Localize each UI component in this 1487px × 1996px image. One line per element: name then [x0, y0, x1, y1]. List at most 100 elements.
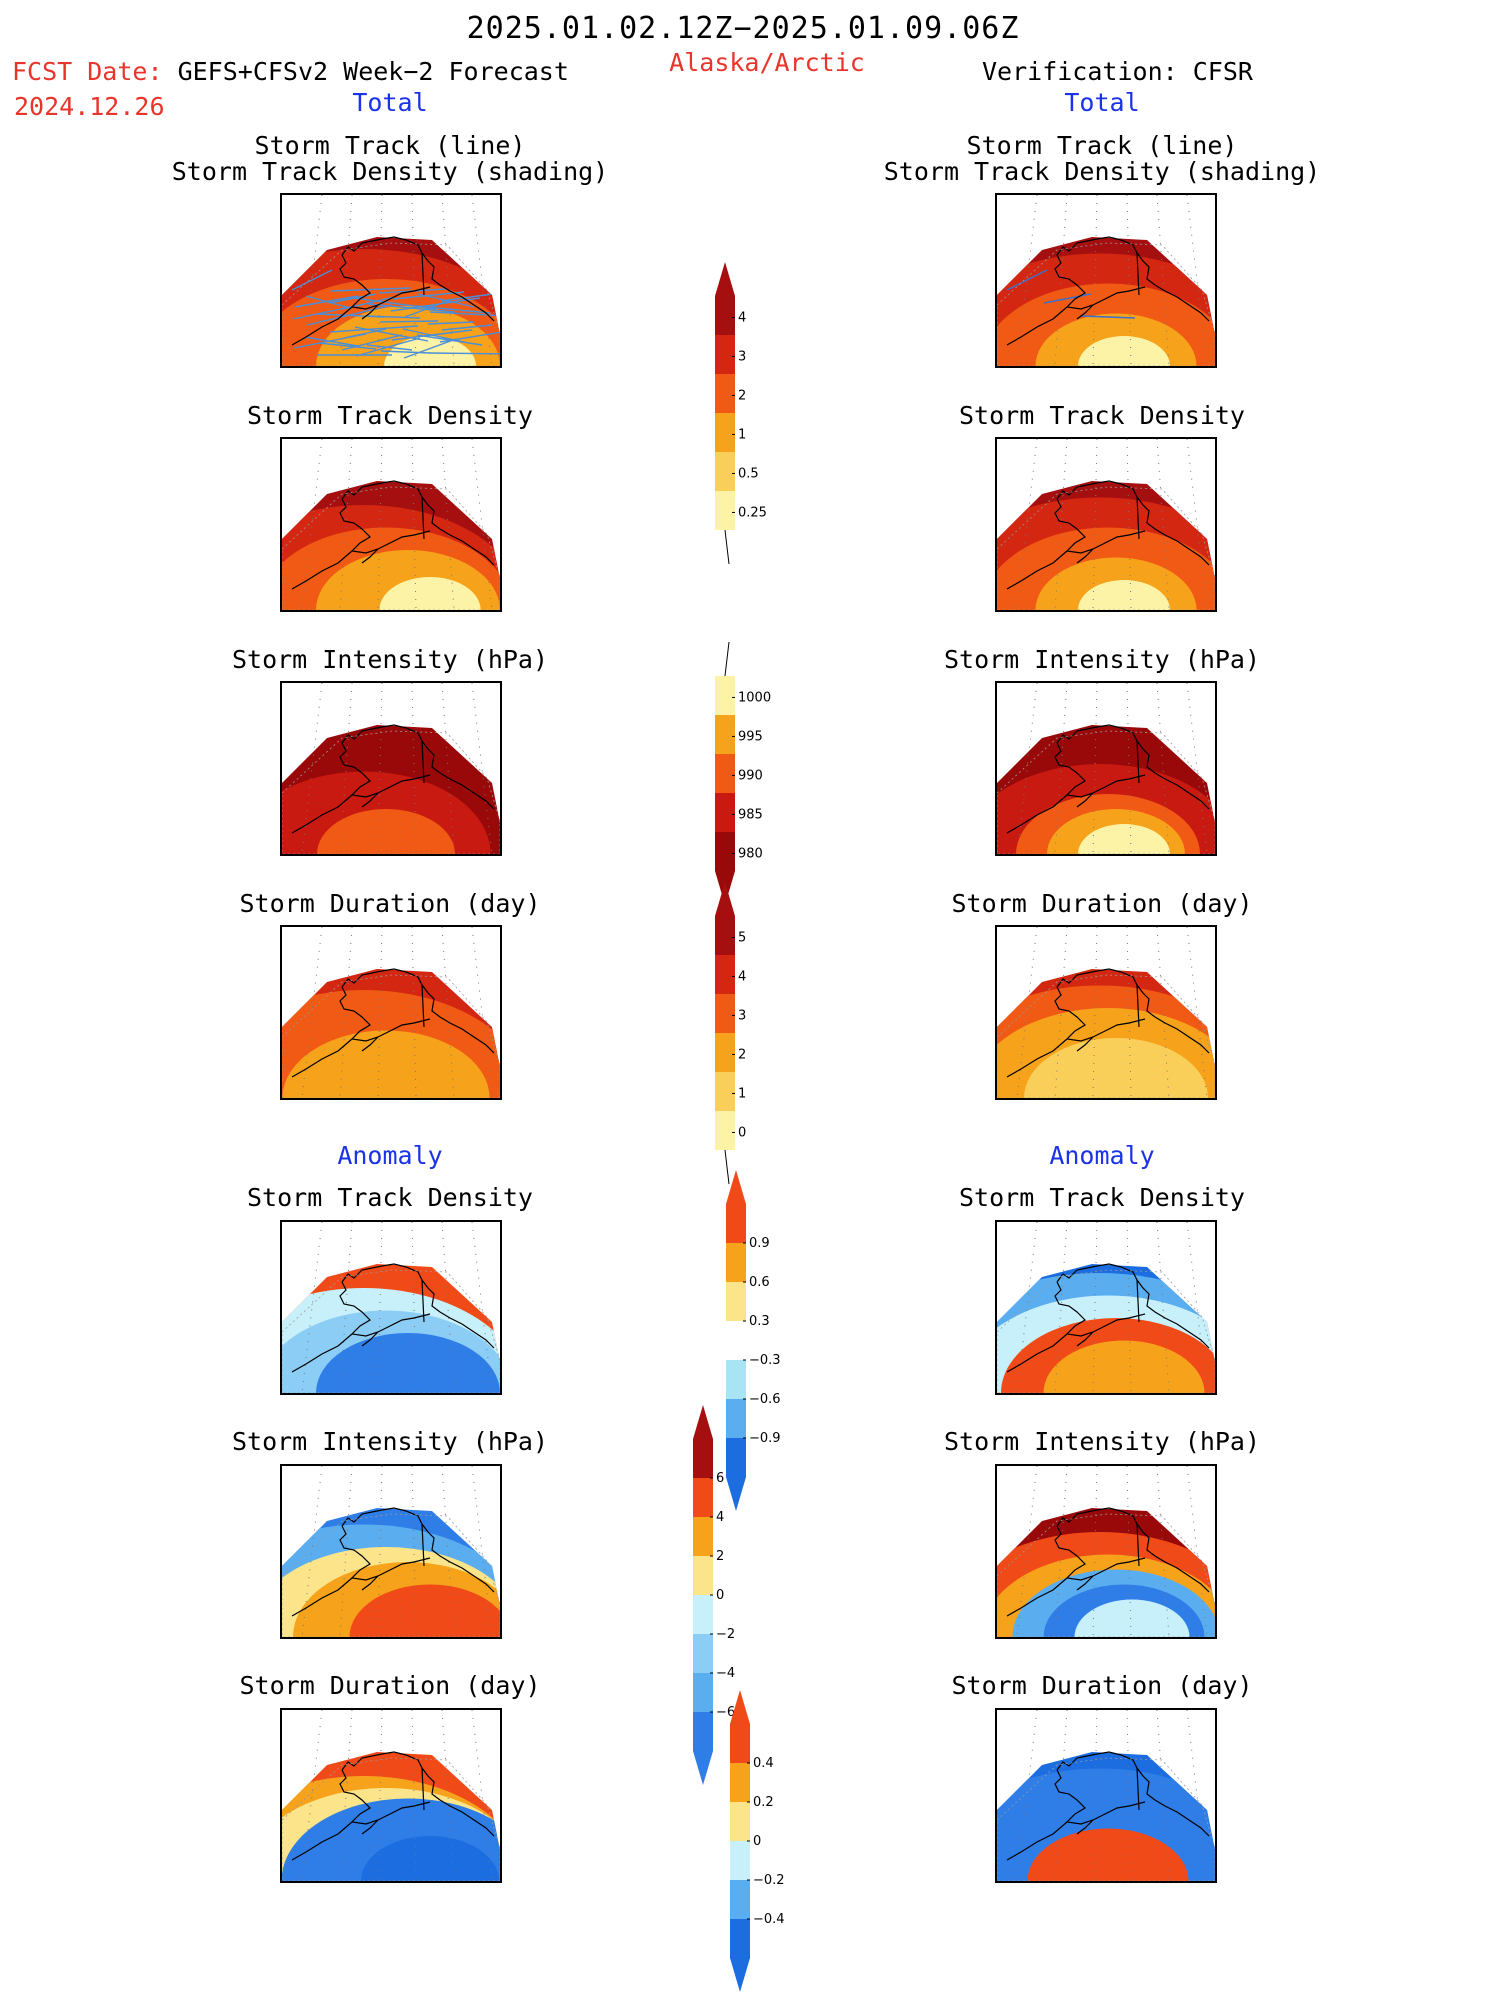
map-svg — [997, 439, 1215, 610]
storm-track-line — [343, 328, 387, 339]
colorbar-cell — [726, 1321, 746, 1360]
colorbar-cell — [715, 335, 735, 374]
coastline — [1006, 480, 1210, 590]
shading-band — [384, 336, 476, 366]
right-total-label: Total — [1064, 88, 1140, 117]
shading-band — [1035, 557, 1197, 610]
colorbar-svg: 0.4 0.2 0 −0.2 −0.4 — [730, 1690, 785, 1992]
vf-duration-title: Storm Duration (day) — [951, 889, 1253, 918]
shading-layer — [282, 481, 500, 610]
colorbar-top-arrow — [693, 1405, 713, 1439]
colorbar-tick-label: 1 — [738, 1086, 746, 1101]
duration-anom-colorbar: 0.4 0.2 0 −0.2 −0.4 — [730, 1690, 820, 1996]
colorbar-cell — [693, 1556, 713, 1595]
map-svg — [282, 683, 500, 854]
storm-track-line — [416, 334, 483, 346]
colorbar-tick-label: −0.3 — [749, 1353, 781, 1368]
coastline — [1006, 1507, 1210, 1617]
map-svg — [997, 195, 1215, 366]
colorbar-cell — [730, 1724, 750, 1763]
colorbar-bottom-curve — [724, 1149, 730, 1185]
colorbar-cell — [726, 1204, 746, 1243]
colorbar-cell — [693, 1712, 713, 1751]
colorbar-tick-label: −6 — [716, 1705, 735, 1720]
storm-track-line — [1006, 269, 1048, 291]
colorbar-cell — [715, 296, 735, 335]
storm-track-line — [403, 338, 457, 359]
shading-band — [997, 283, 1215, 366]
fcst-prefix: FCST Date: — [12, 57, 163, 86]
colorbar-tick-label: 6 — [716, 1471, 724, 1486]
colorbar-bottom-arrow — [693, 1751, 713, 1785]
shading-band — [1035, 313, 1197, 366]
coastline — [1006, 236, 1210, 346]
fc-density-anom-map — [280, 1220, 502, 1395]
storm-track-line — [341, 334, 403, 351]
colorbar-cell — [715, 491, 735, 530]
colorbar-bottom-arrow — [726, 1477, 746, 1511]
colorbar-tick-label: 985 — [738, 807, 763, 822]
colorbar-tick-label: 2 — [738, 388, 746, 403]
shading-band — [282, 1798, 500, 1881]
colorbar-tick-label: −0.9 — [749, 1431, 781, 1446]
region-title: Alaska/Arctic — [669, 48, 865, 77]
colorbar-cell — [715, 754, 735, 793]
map-svg — [997, 683, 1215, 854]
colorbar-tick-label: 0 — [716, 1588, 724, 1603]
shading-band — [282, 725, 500, 854]
colorbar-tick-label: −0.6 — [749, 1392, 781, 1407]
shading-band — [997, 527, 1215, 610]
fc-track-map — [280, 193, 502, 368]
colorbar-tick-label: 0.5 — [738, 466, 759, 481]
colorbar-tick-label: 0 — [738, 1125, 746, 1140]
coastline — [1006, 968, 1210, 1078]
colorbar-cell — [715, 955, 735, 994]
colorbar-top-curve — [724, 641, 730, 677]
fc-duration-anom-map — [280, 1708, 502, 1883]
storm-track-line — [318, 342, 377, 350]
storm-track-line — [1080, 315, 1136, 319]
shading-band — [282, 1030, 490, 1098]
shading-layer — [997, 1752, 1215, 1881]
coastline — [291, 724, 495, 834]
storm-track-line — [380, 350, 431, 354]
colorbar-tick-label: 0.9 — [749, 1236, 770, 1251]
colorbar-tick-label: 1 — [738, 427, 746, 442]
storm-track-line — [440, 292, 500, 302]
storm-track-line — [355, 337, 421, 357]
fc-density-anom-title: Storm Track Density — [247, 1183, 533, 1212]
storm-track-line — [429, 311, 500, 317]
fc-duration-anom-title: Storm Duration (day) — [239, 1671, 541, 1700]
colorbar-tick-label: 0.25 — [738, 505, 767, 520]
fc-track-title-1: Storm Track (line) — [254, 131, 526, 160]
colorbar-cell — [715, 994, 735, 1033]
colorbar-cell — [726, 1282, 746, 1321]
fc-density-map — [280, 437, 502, 612]
intensity-total-colorbar: 1000 995 990 985 980 — [715, 641, 805, 909]
map-svg — [282, 1222, 500, 1393]
shading-band — [1078, 824, 1170, 854]
colorbar-tick-label: 980 — [738, 846, 763, 861]
shading-layer — [282, 969, 500, 1098]
map-svg — [282, 927, 500, 1098]
vf-intensity-title: Storm Intensity (hPa) — [943, 645, 1261, 674]
colorbar-svg: 1000 995 990 985 980 — [715, 641, 771, 905]
fc-duration-map — [280, 925, 502, 1100]
storm-track-line — [294, 295, 359, 308]
colorbar-tick-label: −4 — [716, 1666, 735, 1681]
shading-band — [1078, 336, 1170, 366]
colorbar-cell — [715, 793, 735, 832]
colorbar-tick-label: 4 — [716, 1510, 724, 1525]
vf-duration-anom-title: Storm Duration (day) — [951, 1671, 1253, 1700]
shading-layer — [997, 1264, 1215, 1393]
coastline — [291, 968, 495, 1078]
colorbar-tick-label: −0.2 — [753, 1873, 785, 1888]
colorbar-cell — [730, 1802, 750, 1841]
storm-track-line — [391, 329, 473, 341]
storm-track-line — [404, 300, 449, 318]
colorbar-tick-label: 0.6 — [749, 1275, 770, 1290]
storm-track-line — [306, 304, 393, 326]
vf-density-anom-map — [995, 1220, 1217, 1395]
map-svg — [997, 1466, 1215, 1637]
shading-band — [1078, 580, 1170, 610]
